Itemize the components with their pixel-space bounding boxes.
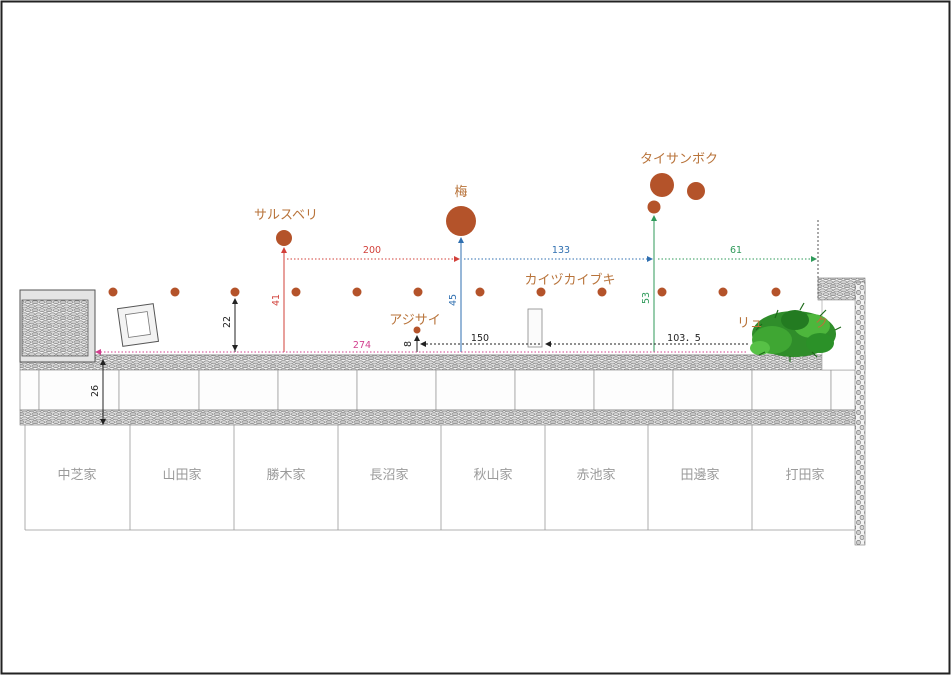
- dim-150: 150: [471, 333, 489, 344]
- dim-133: 133: [552, 245, 570, 256]
- house-label: 打田家: [785, 467, 824, 483]
- label-ume: 梅: [454, 185, 467, 200]
- tree-dot: [108, 287, 118, 297]
- tree-dot: [718, 287, 728, 297]
- tree-dot: [413, 287, 423, 297]
- label-ryukyu-end: ク: [815, 316, 828, 331]
- tree-dot: [352, 287, 362, 297]
- dim-61: 61: [730, 245, 742, 256]
- tree-ajisai: [413, 326, 421, 334]
- kaizukaibuki-trees: [108, 287, 781, 297]
- house-label: 中芝家: [57, 467, 96, 483]
- shrub-ryukyu: [750, 302, 842, 362]
- tree-taisanboku: [650, 173, 674, 197]
- dim-200: 200: [363, 245, 381, 256]
- label-kaizukaibuki: カイヅカイブキ: [524, 272, 615, 288]
- dim-26: 26: [90, 385, 101, 397]
- house-label: 山田家: [162, 467, 201, 483]
- tree-dot: [170, 287, 180, 297]
- tree-dot: [657, 287, 667, 297]
- dim-41: 41: [271, 294, 282, 306]
- water-meter-box: [116, 303, 160, 347]
- tree-dot: [291, 287, 301, 297]
- house-label: 勝木家: [266, 467, 305, 483]
- dim-103-5: 103．5: [667, 333, 701, 344]
- house-label: 田邊家: [680, 467, 719, 483]
- label-sarusuberi: サルスベリ: [254, 208, 318, 223]
- dim-53: 53: [641, 292, 652, 304]
- dim-8: 8: [403, 341, 414, 347]
- garden-bed: [19, 277, 866, 546]
- stone-edge-top: [19, 354, 866, 371]
- tree-taisanboku-3: [647, 200, 661, 214]
- house-label: 赤池家: [576, 467, 615, 483]
- house-label: 秋山家: [473, 467, 512, 483]
- dim-22: 22: [222, 316, 233, 328]
- tree-ume: [446, 206, 476, 236]
- tree-dot: [771, 287, 781, 297]
- tree-dot: [536, 287, 546, 297]
- stone-wall-right: [854, 281, 866, 546]
- dimension-lines: [95, 215, 819, 425]
- tree-sarusuberi: [276, 230, 292, 246]
- dim-274: 274: [353, 340, 371, 351]
- dim-45: 45: [448, 294, 459, 306]
- label-ryukyu: リュ: [737, 316, 763, 331]
- tree-taisanboku-2: [687, 182, 705, 200]
- tree-dot: [597, 287, 607, 297]
- post-marker: [527, 308, 543, 348]
- houses-row: 中芝家 山田家 勝木家 長沼家 秋山家 赤池家 田邊家 打田家: [24, 425, 855, 531]
- tree-dot: [230, 287, 240, 297]
- concrete-block: [19, 289, 96, 363]
- tree-dot: [475, 287, 485, 297]
- paving-slabs: [19, 369, 862, 411]
- label-ajisai: アジサイ: [389, 313, 440, 328]
- label-taisanboku: タイサンボク: [640, 152, 718, 167]
- stone-edge-bottom: [19, 409, 866, 426]
- house-label: 長沼家: [369, 467, 408, 483]
